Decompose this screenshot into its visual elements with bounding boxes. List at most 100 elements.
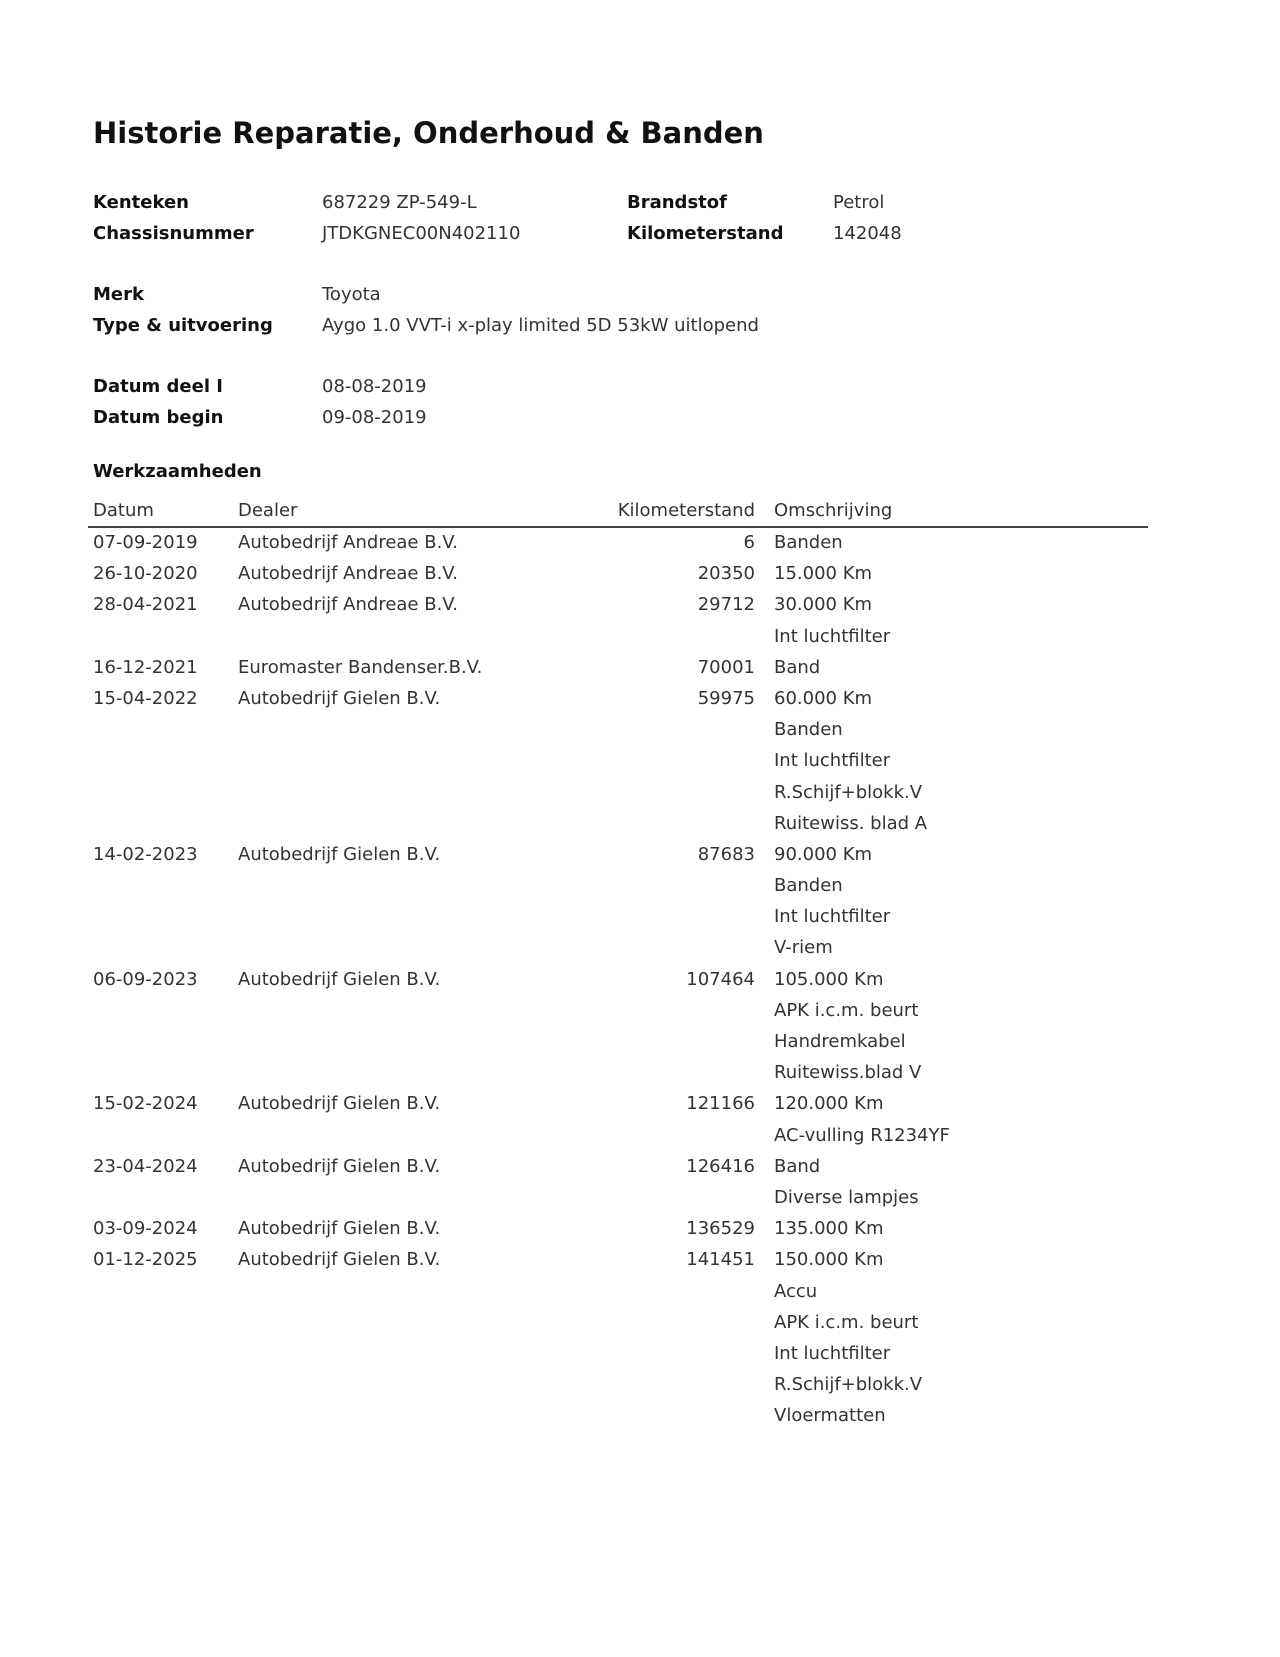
table-header: Datum Dealer Kilometerstand Omschrijving bbox=[88, 498, 1148, 526]
cell-dealer: Autobedrijf Gielen B.V. bbox=[238, 1249, 441, 1271]
table-row-continuation: Diverse lampjes bbox=[88, 1183, 1148, 1214]
table-row-continuation: APK i.c.m. beurt bbox=[88, 996, 1148, 1027]
cell-omschrijving: Int luchtfilter bbox=[774, 906, 891, 928]
cell-omschrijving: Int luchtfilter bbox=[774, 625, 891, 647]
cell-dealer: Autobedrijf Gielen B.V. bbox=[238, 1155, 441, 1177]
cell-kilometerstand: 6 bbox=[743, 532, 755, 553]
table-row-continuation: Accu bbox=[88, 1277, 1148, 1308]
cell-omschrijving: Band bbox=[774, 656, 821, 678]
brandstof-label: Brandstof bbox=[627, 192, 727, 213]
merk-value: Toyota bbox=[322, 284, 381, 305]
cell-kilometerstand: 141451 bbox=[686, 1249, 755, 1271]
table-row-continuation: AC-vulling R1234YF bbox=[88, 1121, 1148, 1152]
brandstof-value: Petrol bbox=[833, 192, 885, 213]
table-row-continuation: Handremkabel bbox=[88, 1027, 1148, 1058]
cell-omschrijving: Band bbox=[774, 1155, 821, 1177]
cell-omschrijving: R.Schijf+blokk.V bbox=[774, 781, 923, 803]
datum-begin-value: 09-08-2019 bbox=[322, 407, 427, 428]
cell-omschrijving: Banden bbox=[774, 719, 843, 741]
table-row: 26-10-2020 Autobedrijf Andreae B.V. 20350 1… bbox=[88, 559, 1148, 590]
type-value: Aygo 1.0 VVT-i x-play limited 5D 53kW ui… bbox=[322, 315, 759, 336]
cell-omschrijving: Handremkabel bbox=[774, 1031, 906, 1052]
datum-deel1-label: Datum deel I bbox=[93, 376, 223, 397]
cell-omschrijving: 150.000 Km bbox=[774, 1249, 884, 1271]
cell-kilometerstand: 107464 bbox=[686, 968, 755, 990]
cell-omschrijving: Vloermatten bbox=[774, 1405, 886, 1427]
cell-omschrijving: Ruitewiss.blad V bbox=[774, 1062, 922, 1084]
cell-dealer: Euromaster Bandenser.B.V. bbox=[238, 656, 483, 678]
chassis-label: Chassisnummer bbox=[93, 223, 254, 244]
cell-datum: 01-12-2025 bbox=[93, 1249, 198, 1271]
kilometerstand-label: Kilometerstand bbox=[627, 223, 784, 244]
table-row: 06-09-2023 Autobedrijf Gielen B.V. 107464 1… bbox=[88, 965, 1148, 996]
chassis-value: JTDKGNEC00N402110 bbox=[322, 223, 521, 244]
table-row: 14-02-2023 Autobedrijf Gielen B.V. 87683 90… bbox=[88, 840, 1148, 871]
cell-omschrijving: 135.000 Km bbox=[774, 1218, 884, 1240]
cell-datum: 16-12-2021 bbox=[93, 656, 198, 678]
cell-datum: 15-02-2024 bbox=[93, 1093, 198, 1115]
cell-dealer: Autobedrijf Gielen B.V. bbox=[238, 968, 441, 990]
table-row: 01-12-2025 Autobedrijf Gielen B.V. 141451 1… bbox=[88, 1245, 1148, 1276]
cell-omschrijving: Diverse lampjes bbox=[774, 1186, 919, 1208]
cell-omschrijving: V-riem bbox=[774, 937, 833, 959]
cell-omschrijving: Banden bbox=[774, 532, 843, 553]
table-row: 15-04-2022 Autobedrijf Gielen B.V. 59975 60… bbox=[88, 684, 1148, 715]
cell-kilometerstand: 20350 bbox=[697, 563, 755, 585]
header-datum: Datum bbox=[93, 500, 154, 521]
cell-datum: 14-02-2023 bbox=[93, 843, 198, 865]
werkzaamheden-heading: Werkzaamheden bbox=[93, 461, 262, 482]
type-label: Type & uitvoering bbox=[93, 315, 273, 336]
table-row-continuation: Int luchtfilter bbox=[88, 622, 1148, 653]
cell-kilometerstand: 136529 bbox=[686, 1218, 755, 1240]
table-row: 07-09-2019 Autobedrijf Andreae B.V. 6 Bande… bbox=[88, 528, 1148, 559]
cell-datum: 06-09-2023 bbox=[93, 968, 198, 990]
table-row-continuation: Ruitewiss.blad V bbox=[88, 1058, 1148, 1089]
cell-dealer: Autobedrijf Gielen B.V. bbox=[238, 687, 441, 709]
cell-omschrijving: Ruitewiss. blad A bbox=[774, 812, 928, 834]
work-table: Datum Dealer Kilometerstand Omschrijving… bbox=[88, 498, 1148, 1432]
table-row-continuation: Vloermatten bbox=[88, 1401, 1148, 1432]
cell-omschrijving: 105.000 Km bbox=[774, 968, 884, 990]
cell-datum: 26-10-2020 bbox=[93, 563, 198, 585]
cell-omschrijving: 120.000 Km bbox=[774, 1093, 884, 1115]
table-row-continuation: Int luchtfilter bbox=[88, 1339, 1148, 1370]
header-divider bbox=[88, 526, 1148, 528]
cell-omschrijving: 90.000 Km bbox=[774, 843, 873, 865]
table-row-continuation: R.Schijf+blokk.V bbox=[88, 1370, 1148, 1401]
table-row-continuation: V-riem bbox=[88, 933, 1148, 964]
table-row-continuation: Int luchtfilter bbox=[88, 746, 1148, 777]
cell-dealer: Autobedrijf Gielen B.V. bbox=[238, 843, 441, 865]
cell-datum: 07-09-2019 bbox=[93, 532, 198, 553]
table-row: 28-04-2021 Autobedrijf Andreae B.V. 29712 3… bbox=[88, 590, 1148, 621]
cell-omschrijving: Int luchtfilter bbox=[774, 1342, 891, 1364]
header-omschrijving: Omschrijving bbox=[774, 500, 893, 521]
table-row-continuation: APK i.c.m. beurt bbox=[88, 1308, 1148, 1339]
cell-kilometerstand: 87683 bbox=[697, 843, 755, 865]
table-row-continuation: Int luchtfilter bbox=[88, 902, 1148, 933]
kenteken-value: 687229 ZP-549-L bbox=[322, 192, 477, 213]
kenteken-label: Kenteken bbox=[93, 192, 189, 213]
cell-omschrijving: 30.000 Km bbox=[774, 594, 873, 616]
cell-omschrijving: AC-vulling R1234YF bbox=[774, 1124, 950, 1146]
cell-kilometerstand: 29712 bbox=[697, 594, 755, 616]
cell-dealer: Autobedrijf Andreae B.V. bbox=[238, 594, 459, 616]
kilometerstand-value: 142048 bbox=[833, 223, 902, 244]
cell-kilometerstand: 126416 bbox=[686, 1155, 755, 1177]
cell-omschrijving: Accu bbox=[774, 1280, 818, 1302]
cell-omschrijving: Banden bbox=[774, 875, 843, 897]
table-row: 16-12-2021 Euromaster Bandenser.B.V. 70001… bbox=[88, 653, 1148, 684]
cell-omschrijving: APK i.c.m. beurt bbox=[774, 1311, 919, 1333]
merk-label: Merk bbox=[93, 284, 144, 305]
table-row-continuation: Ruitewiss. blad A bbox=[88, 809, 1148, 840]
cell-dealer: Autobedrijf Gielen B.V. bbox=[238, 1093, 441, 1115]
table-row-continuation: R.Schijf+blokk.V bbox=[88, 778, 1148, 809]
cell-omschrijving: Int luchtfilter bbox=[774, 750, 891, 772]
table-row-continuation: Banden bbox=[88, 715, 1148, 746]
datum-begin-label: Datum begin bbox=[93, 407, 224, 428]
cell-kilometerstand: 59975 bbox=[697, 687, 755, 709]
header-dealer: Dealer bbox=[238, 500, 298, 521]
header-kilometerstand: Kilometerstand bbox=[617, 500, 755, 521]
cell-datum: 03-09-2024 bbox=[93, 1218, 198, 1240]
cell-datum: 28-04-2021 bbox=[93, 594, 198, 616]
page-title: Historie Reparatie, Onderhoud & Banden bbox=[93, 116, 764, 150]
